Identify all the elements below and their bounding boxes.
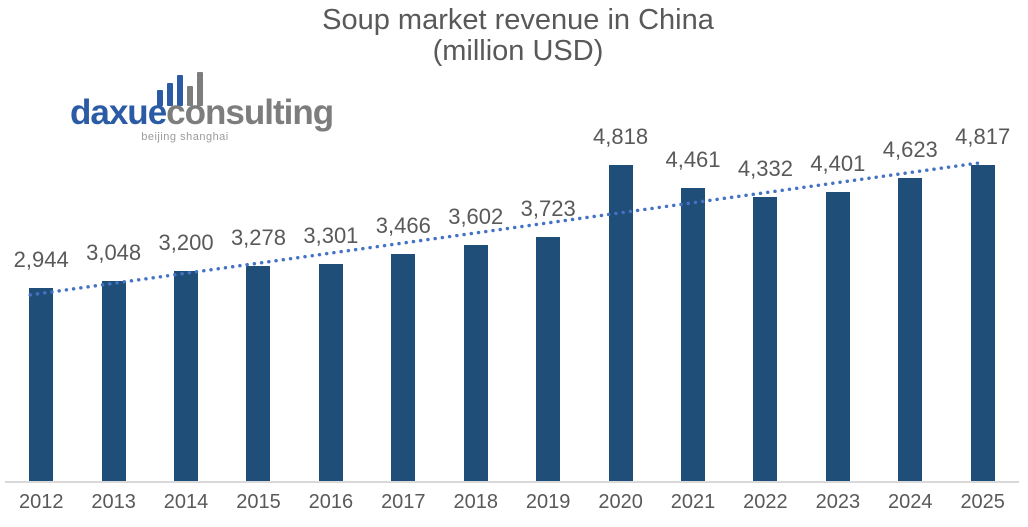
logo-icon-bar [157, 90, 163, 106]
x-axis-tick-label: 2013 [91, 491, 136, 513]
x-axis-tick-label: 2021 [670, 491, 716, 513]
bar-slot-2015: 3,278 [222, 0, 294, 481]
bar-value-label: 3,048 [86, 240, 142, 265]
bar-2012 [29, 288, 54, 481]
bar-value-label: 3,200 [158, 230, 214, 255]
bar-slot-2018: 3,602 [440, 0, 512, 481]
bar-2013 [101, 281, 126, 481]
x-axis-tick-label: 2015 [236, 491, 281, 513]
x-axis-tick-label: 2016 [308, 491, 354, 513]
daxue-consulting-logo: daxueconsulting beijing shanghai [70, 72, 370, 143]
chart-title-line1: Soup market revenue in China [322, 4, 714, 36]
x-axis-tick-label: 2018 [453, 491, 498, 513]
bar-slot-2019: 3,723 [512, 0, 584, 481]
bar-2018 [463, 245, 488, 481]
chart-title-line2: (million USD) [432, 35, 604, 67]
plot-area: 2,944 3,048 3,200 3,278 3,301 3,466 3,602 3,723… [5, 0, 1019, 481]
logo-icon-bar [187, 86, 193, 106]
x-axis-tick-label: 2022 [743, 491, 788, 513]
bar-2024 [898, 178, 923, 481]
logo-icon-bar [167, 83, 173, 106]
x-axis-tick-label: 2024 [888, 491, 933, 513]
bar-value-label: 4,623 [882, 137, 938, 162]
logo-wordmark: daxueconsulting [70, 93, 334, 132]
x-axis-tick-label: 2012 [18, 491, 64, 513]
x-axis-tick-label: 2023 [815, 491, 861, 513]
logo-brand-daxue: daxue [70, 93, 167, 132]
bar-chart-logo-icon [157, 72, 203, 106]
logo-icon-bar [177, 75, 183, 106]
logo-icon-bar [197, 72, 203, 106]
bar-slot-2014: 3,200 [150, 0, 222, 481]
bar-2014 [174, 271, 199, 481]
bar-slot-2024: 4,623 [874, 0, 946, 481]
x-axis-labels: 2012 2013 2014 2015 2016 2017 2018 2019 2020 2021… [5, 491, 1019, 514]
bar-slot-2020: 4,818 [584, 0, 656, 481]
chart-title: Soup market revenue in China (million US… [10, 5, 1026, 67]
bar-slot-2013: 3,048 [77, 0, 149, 481]
x-axis-tick-label: 2019 [525, 491, 571, 513]
bar-value-label: 4,401 [810, 151, 866, 176]
bar-value-label: 3,723 [520, 196, 576, 221]
x-axis-tick-label: 2020 [598, 491, 643, 513]
bar-slot-2022: 4,332 [729, 0, 801, 481]
bar-2020 [608, 165, 633, 481]
bar-slot-2012: 2,944 [5, 0, 77, 481]
bar-value-label: 4,332 [737, 156, 793, 181]
bar-value-label: 4,818 [593, 124, 649, 149]
bar-2015 [246, 266, 271, 481]
logo-tagline: beijing shanghai [141, 131, 229, 143]
bar-slot-2025: 4,817 [946, 0, 1018, 481]
bar-slot-2021: 4,461 [657, 0, 729, 481]
bar-2023 [825, 192, 850, 481]
bar-value-label: 3,466 [375, 213, 431, 238]
x-axis-line [5, 481, 1019, 483]
bar-value-label: 3,278 [230, 225, 286, 250]
bar-2017 [391, 254, 416, 481]
bar-2016 [318, 264, 343, 481]
bar-slot-2016: 3,301 [295, 0, 367, 481]
x-axis-tick-label: 2025 [960, 491, 1005, 513]
bar-2019 [536, 237, 561, 481]
bar-value-label: 3,602 [448, 204, 504, 229]
bar-slot-2017: 3,466 [367, 0, 439, 481]
logo-brand-consulting: consulting [166, 93, 334, 132]
bar-slot-2023: 4,401 [802, 0, 874, 481]
bar-value-label: 4,817 [955, 124, 1011, 149]
bar-2021 [681, 188, 705, 481]
bar-value-label: 2,944 [13, 247, 69, 272]
bar-2022 [753, 197, 778, 481]
bar-2025 [970, 165, 995, 481]
bar-value-label: 3,301 [303, 223, 359, 248]
x-axis-tick-label: 2017 [381, 491, 426, 513]
x-axis-tick-label: 2014 [163, 491, 209, 513]
bar-value-label: 4,461 [665, 147, 721, 172]
